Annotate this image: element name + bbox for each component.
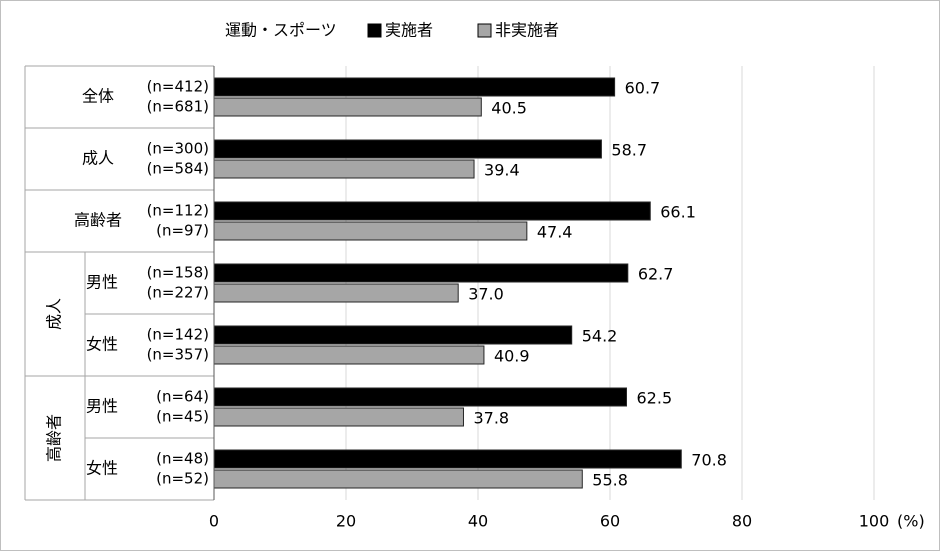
x-tick-label: 0 (209, 512, 219, 531)
category-label: 成人 (82, 149, 114, 168)
category-label: 高齢者 (74, 211, 122, 230)
legend-swatch (367, 23, 382, 38)
category-label: 全体 (82, 87, 114, 106)
value-label: 70.8 (691, 451, 727, 470)
n-label: (n=142) (147, 326, 209, 344)
bar (213, 387, 627, 407)
n-label: (n=227) (147, 284, 209, 302)
value-label: 58.7 (611, 141, 647, 160)
value-label: 40.9 (494, 347, 530, 366)
value-label: 40.5 (491, 99, 527, 118)
n-label: (n=412) (147, 78, 209, 96)
bar (213, 159, 475, 179)
n-label: (n=357) (147, 346, 209, 364)
bar (213, 201, 651, 221)
bar (213, 97, 482, 117)
bar (213, 469, 583, 489)
x-tick-label: 40 (468, 512, 488, 531)
x-tick-label: 60 (600, 512, 620, 531)
value-label: 37.0 (468, 285, 504, 304)
value-label: 47.4 (537, 223, 573, 242)
bar (213, 221, 528, 241)
x-tick-label: 80 (732, 512, 752, 531)
bar (213, 345, 485, 365)
value-label: 37.8 (473, 409, 509, 428)
value-label: 62.5 (637, 389, 673, 408)
n-label: (n=112) (147, 202, 209, 220)
category-label: 女性 (86, 335, 118, 354)
value-label: 54.2 (582, 327, 618, 346)
n-label: (n=681) (147, 98, 209, 116)
bar (213, 139, 602, 159)
bar (213, 449, 682, 469)
x-unit: (%) (897, 512, 925, 531)
group-label: 成人 (45, 298, 64, 330)
n-label: (n=584) (147, 160, 209, 178)
value-label: 60.7 (625, 79, 661, 98)
n-label: (n=300) (147, 140, 209, 158)
value-label: 39.4 (484, 161, 520, 180)
legend-label: 実施者 (385, 21, 433, 40)
x-tick-label: 100 (859, 512, 890, 531)
value-label: 55.8 (592, 471, 628, 490)
category-label: 男性 (86, 273, 118, 292)
x-tick-label: 20 (336, 512, 356, 531)
n-label: (n=45) (156, 408, 209, 426)
legend-swatch (477, 23, 492, 38)
n-label: (n=97) (156, 222, 209, 240)
bar (213, 263, 629, 283)
n-label: (n=52) (156, 470, 209, 488)
value-label: 66.1 (660, 203, 696, 222)
legend-label: 非実施者 (495, 21, 559, 40)
legend-title: 運動・スポーツ (225, 21, 337, 40)
bar (213, 325, 573, 345)
group-label: 高齢者 (45, 414, 64, 462)
n-label: (n=48) (156, 450, 209, 468)
bar (213, 407, 464, 427)
n-label: (n=158) (147, 264, 209, 282)
bar (213, 77, 616, 97)
n-label: (n=64) (156, 388, 209, 406)
value-label: 62.7 (638, 265, 674, 284)
bar (213, 283, 459, 303)
category-label: 男性 (86, 397, 118, 416)
category-label: 女性 (86, 459, 118, 478)
